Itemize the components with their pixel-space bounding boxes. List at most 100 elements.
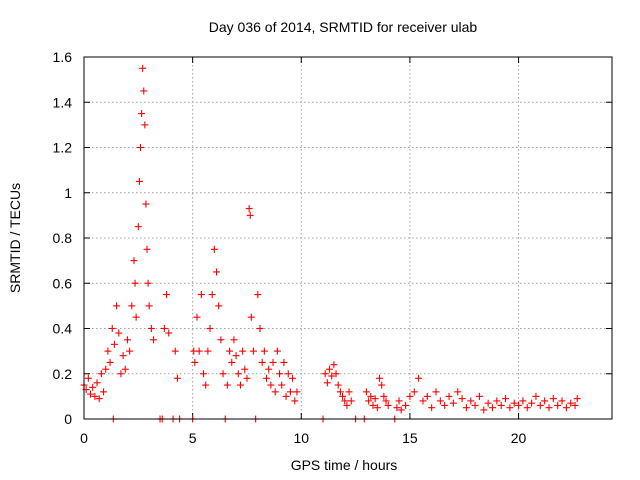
data-point [336,388,344,396]
grid [84,57,612,419]
data-point [246,211,254,219]
data-point [213,268,221,276]
data-point [108,325,116,332]
data-point [484,399,492,407]
data-point [271,388,279,396]
data-points [80,64,581,423]
x-axis-label: GPS time / hours [291,457,398,473]
data-point [163,291,171,299]
data-point [236,381,244,389]
data-point [254,291,262,299]
data-point [415,374,423,382]
data-point [197,291,205,299]
data-point [130,257,138,265]
data-point [475,392,483,400]
data-point [143,245,151,253]
data-point [541,397,549,405]
y-tick-label: 0.6 [53,275,73,291]
data-point [291,397,299,405]
data-point [293,388,301,396]
y-tick-label: 1 [64,185,72,201]
data-point [265,365,273,373]
data-point [173,374,181,382]
data-point [147,325,155,332]
y-tick-label: 0 [64,411,72,427]
data-point [462,404,470,412]
data-point [204,347,212,355]
data-point [241,365,249,373]
data-point [258,358,266,366]
data-point [330,361,338,369]
data-point [138,110,146,118]
data-point [119,352,127,360]
data-point [132,313,140,321]
data-point [382,397,390,405]
data-point [523,404,531,412]
data-point [91,392,99,400]
data-point [562,404,570,412]
data-point [436,397,444,405]
data-point [208,291,216,299]
y-tick-label: 0.8 [53,230,73,246]
data-point [84,374,92,382]
data-point [528,399,536,407]
data-point [343,401,351,409]
data-point [458,395,466,403]
data-point [323,379,331,387]
data-point [160,325,168,332]
data-point [117,370,125,378]
data-point [488,404,496,412]
data-point [150,336,158,344]
data-point [93,379,101,387]
data-point [110,340,118,348]
data-point [210,245,218,253]
data-point [123,336,131,344]
data-point [334,381,342,389]
data-point [245,205,253,213]
plot-frame [83,56,613,420]
data-point [215,302,223,310]
data-point [139,64,147,72]
data-point [480,406,488,414]
data-point [239,347,247,355]
data-point [384,401,392,409]
data-point [226,347,234,355]
data-point [232,352,240,360]
data-point [89,383,97,391]
x-tick-label: 20 [511,430,527,446]
data-point [282,392,290,400]
data-point [328,372,336,380]
data-point [142,200,150,208]
data-point [454,388,462,396]
x-tick-label: 0 [80,430,88,446]
data-point [467,397,475,405]
data-point [341,397,349,405]
data-point [471,401,479,409]
data-point [410,388,418,396]
data-point [502,395,510,403]
data-point [419,397,427,405]
data-point [362,388,370,396]
data-point [339,392,347,400]
data-point [571,401,579,409]
data-point [545,404,553,412]
data-point [519,397,527,405]
data-point [256,325,264,332]
y-tick-label: 1.6 [53,49,73,65]
data-point [202,381,210,389]
data-point [289,374,297,382]
data-point [284,370,292,378]
data-point [171,347,179,355]
y-tick-label: 0.2 [53,366,73,382]
data-point [219,370,227,378]
data-point [200,370,208,378]
data-point [87,390,95,398]
data-point [128,302,136,310]
data-point [432,388,440,396]
data-point [97,370,105,378]
data-point [263,374,271,382]
data-point [326,365,334,373]
data-point [100,388,108,396]
data-point [165,329,173,337]
